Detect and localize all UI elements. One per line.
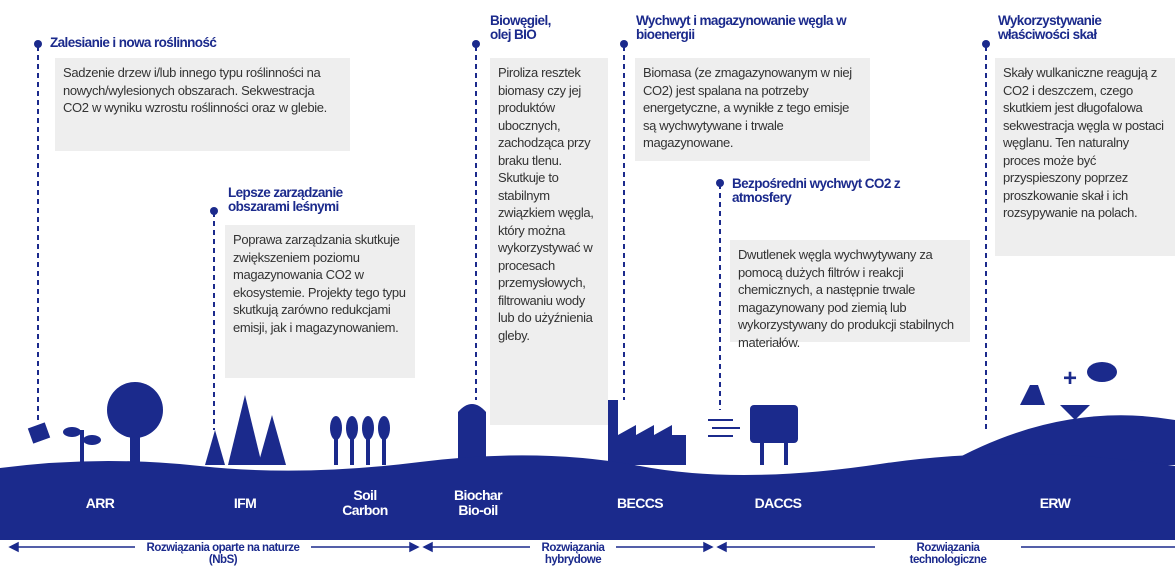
svg-text:+: + xyxy=(1063,365,1077,392)
card-text: Biomasa (ze zmagazynowanym w niej CO2) j… xyxy=(635,58,870,161)
ground-label: ARR xyxy=(70,496,130,511)
card-title: Biowęgiel, olej BIO xyxy=(490,14,570,42)
card-text: Dwutlenek węgla wychwytywany za pomocą d… xyxy=(730,240,970,342)
ground-label: BECCS xyxy=(610,496,670,511)
ground-label: IFM xyxy=(215,496,275,511)
ground xyxy=(0,454,1175,540)
card-title: Bezpośredni wychwyt CO2 z atmosfery xyxy=(732,177,912,205)
page: {"cards": [ {"title": "Zalesianie i nowa… xyxy=(0,0,1175,571)
card-title: Wykorzystywanie właściwości skał xyxy=(998,14,1148,42)
card-title: Zalesianie i nowa roślinność xyxy=(50,36,310,50)
group-label: Rozwiązania technologiczne xyxy=(875,542,1021,566)
card-text: Piroliza resztek biomasy czy jej produkt… xyxy=(490,58,608,425)
group-label: Rozwiązania oparte na naturze (NbS) xyxy=(135,542,311,566)
card-title: Wychwyt i magazynowanie węgla w bioenerg… xyxy=(636,14,876,42)
ground-label: DACCS xyxy=(748,496,808,511)
ground-label: Soil Carbon xyxy=(335,488,395,518)
card-title: Lepsze zarządzanie obszarami leśnymi xyxy=(228,186,368,214)
card-text: Poprawa zarządzania skutkuje zwiększenie… xyxy=(225,225,415,378)
group-label: Rozwiązania hybrydowe xyxy=(530,542,616,566)
card-text: Sadzenie drzew i/lub innego typu roślinn… xyxy=(55,58,350,151)
ground-label: ERW xyxy=(1025,496,1085,511)
card-text: Skały wulkaniczne reagują z CO2 i deszcz… xyxy=(995,58,1175,256)
ground-label: Biochar Bio-oil xyxy=(448,488,508,518)
